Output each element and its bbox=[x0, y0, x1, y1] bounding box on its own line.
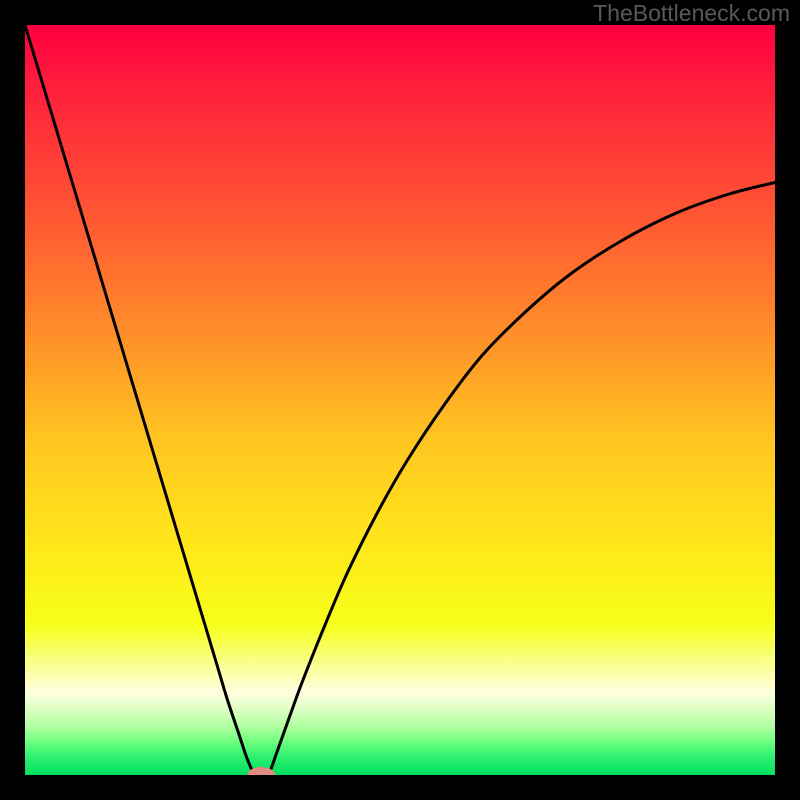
bottleneck-chart: TheBottleneck.com bbox=[0, 0, 800, 800]
watermark-text: TheBottleneck.com bbox=[593, 0, 790, 26]
